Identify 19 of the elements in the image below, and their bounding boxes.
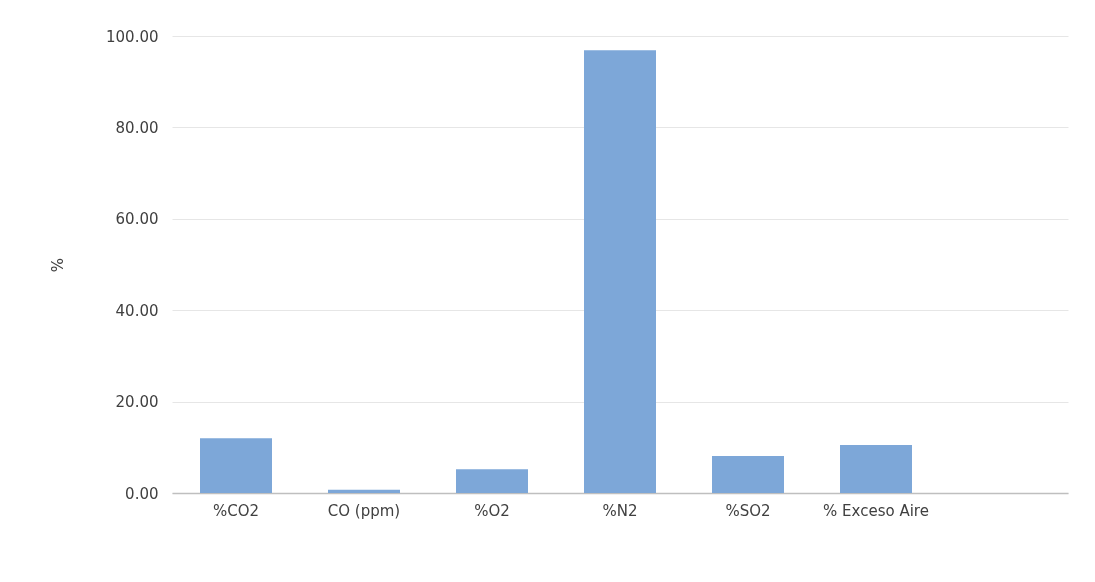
y-tick-label: 0.00 <box>125 484 159 503</box>
y-tick-label: 80.00 <box>115 118 159 137</box>
bar <box>456 469 528 493</box>
y-tick-label: 20.00 <box>115 393 159 412</box>
y-tick-label: 40.00 <box>115 301 159 320</box>
bar <box>328 489 400 493</box>
bar <box>840 445 912 493</box>
x-tick-label: CO (ppm) <box>327 501 401 520</box>
x-tick-label: %SO2 <box>725 501 771 520</box>
x-tick-label: %N2 <box>602 501 638 520</box>
bar <box>584 50 656 493</box>
x-tick-label: %CO2 <box>212 501 260 520</box>
x-tick-label: % Exceso Aire <box>823 501 929 520</box>
x-tick-label: %O2 <box>474 501 510 520</box>
y-tick-label: 60.00 <box>115 210 159 229</box>
bar <box>200 438 272 493</box>
bar <box>712 455 784 493</box>
y-tick-label: 100.00 <box>106 27 159 46</box>
y-axis-title: % <box>49 257 68 273</box>
